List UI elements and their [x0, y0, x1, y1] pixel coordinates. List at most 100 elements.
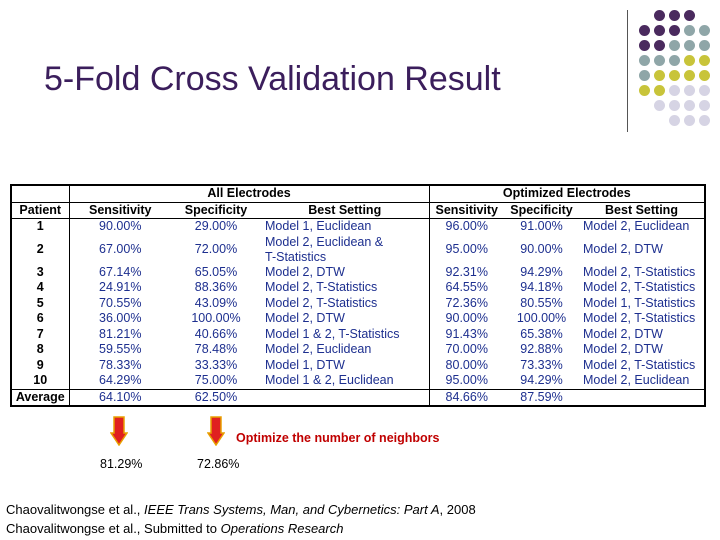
decorative-dot	[639, 40, 650, 51]
decorative-dot	[639, 85, 650, 96]
sensitivity-opt-cell: 64.55%	[445, 280, 488, 295]
best-setting-all-cell: Model 2, T-Statistics	[261, 280, 430, 296]
sensitivity-all-cell: 64.29%	[99, 373, 142, 388]
table-row: 1 90.00% 29.00% Model 1, Euclidean 96.00% 91.…	[11, 218, 705, 235]
patient-cell: 8	[11, 342, 70, 358]
decorative-dot	[684, 40, 695, 51]
specificity-all-cell: 33.33%	[194, 357, 238, 372]
patient-cell: 4	[11, 280, 70, 296]
results-table: All Electrodes Optimized Electrodes Pati…	[10, 184, 706, 407]
optimized-sensitivity-value: 81.29%	[100, 457, 143, 471]
specificity-all-cell: 40.66%	[194, 326, 238, 341]
decorative-dot	[654, 55, 665, 66]
decorative-dot	[669, 10, 680, 21]
specificity-opt-cell: 80.55%	[520, 295, 563, 310]
specificity-all-cell: 78.48%	[194, 342, 238, 357]
column-header-row: Patient Sensitivity Specificity Best Set…	[11, 202, 705, 219]
title-divider	[627, 10, 628, 132]
group-header-row: All Electrodes Optimized Electrodes	[11, 185, 705, 203]
group-all-electrodes: All Electrodes	[69, 185, 430, 203]
decorative-dot	[684, 55, 695, 66]
specificity-opt-cell: 91.00%	[520, 219, 563, 234]
table-row: 6 36.00% 100.00% Model 2, DTW 90.00% 100.00% M…	[11, 311, 705, 327]
decorative-dot	[684, 25, 695, 36]
table-row: 5 70.55% 43.09% Model 2, T-Statistics 72.36%…	[11, 295, 705, 311]
sensitivity-all-cell: 81.21%	[99, 326, 142, 341]
table-row: 3 67.14% 65.05% Model 2, DTW 92.31% 94.29% Mod…	[11, 264, 705, 280]
decorative-dot	[699, 70, 710, 81]
decorative-dot	[699, 85, 710, 96]
decorative-dot	[639, 55, 650, 66]
patient-cell: 3	[11, 264, 70, 280]
best-setting-all-line: Model 1, Euclidean	[265, 219, 372, 234]
col-header-sensitivity-opt: Sensitivity	[429, 202, 504, 219]
decorative-dot	[684, 70, 695, 81]
reference-2: Chaovalitwongse et al., Submitted to Ope…	[6, 521, 343, 536]
specificity-all-cell: 65.05%	[194, 264, 238, 279]
best-setting-opt-cell: Model 2, DTW	[583, 342, 663, 357]
best-setting-all-cell: Model 2, Euclidean & T-Statistics	[261, 234, 430, 265]
decorative-dot	[669, 25, 680, 36]
best-setting-all-cell: Model 1 & 2, Euclidean	[261, 373, 430, 389]
average-sensitivity-all: 64.10%	[69, 388, 171, 406]
best-setting-all-cell: Model 1, DTW	[261, 357, 430, 373]
best-setting-all-cell: Model 2, DTW	[261, 311, 430, 327]
best-setting-all-line: Model 2, DTW	[265, 311, 345, 326]
table-row: 10 64.29% 75.00% Model 1 & 2, Euclidean 95.0…	[11, 373, 705, 389]
down-arrow-icon	[207, 416, 225, 446]
col-header-patient: Patient	[11, 202, 70, 219]
best-setting-all-cell: Model 1 & 2, T-Statistics	[261, 326, 430, 342]
patient-cell: 7	[11, 326, 70, 342]
patient-cell: 9	[11, 357, 70, 373]
best-setting-opt-cell: Model 2, DTW	[583, 242, 663, 256]
sensitivity-opt-cell: 95.00%	[445, 373, 488, 388]
decorative-dot	[669, 70, 680, 81]
patient-cell: 6	[11, 311, 70, 327]
average-specificity-opt: 87.59%	[504, 388, 579, 406]
table-row: 9 78.33% 33.33% Model 1, DTW 80.00% 73.33% Mod…	[11, 357, 705, 373]
col-header-specificity-opt: Specificity	[504, 202, 579, 219]
patient-cell: 5	[11, 295, 70, 311]
patient-cell: 2	[11, 234, 70, 265]
best-setting-opt-cell: Model 2, T-Statistics	[583, 264, 696, 279]
best-setting-all-line: Model 1 & 2, T-Statistics	[265, 326, 400, 341]
average-sensitivity-opt: 84.66%	[429, 388, 504, 406]
best-setting-all-cell: Model 2, T-Statistics	[261, 295, 430, 311]
decorative-dot	[669, 100, 680, 111]
decorative-dot	[669, 55, 680, 66]
ref1-authors: Chaovalitwongse et al.,	[6, 502, 145, 517]
sensitivity-all-cell: 90.00%	[99, 219, 142, 234]
decorative-dot	[654, 70, 665, 81]
sensitivity-opt-cell: 90.00%	[445, 311, 488, 326]
best-setting-all-line: Model 2, Euclidean	[265, 342, 372, 357]
decorative-dot	[639, 25, 650, 36]
slide-title: 5-Fold Cross Validation Result	[44, 60, 501, 98]
optimize-note: Optimize the number of neighbors	[236, 431, 440, 445]
specificity-opt-cell: 73.33%	[520, 357, 563, 372]
sensitivity-opt-cell: 92.31%	[445, 264, 488, 279]
decorative-dot	[654, 25, 665, 36]
col-header-specificity-all: Specificity	[171, 202, 261, 219]
specificity-all-cell: 43.09%	[194, 295, 238, 310]
decorative-dot	[654, 40, 665, 51]
best-setting-all-cell: Model 1, Euclidean	[261, 218, 430, 235]
decorative-dot	[699, 55, 710, 66]
sensitivity-opt-cell: 70.00%	[445, 342, 488, 357]
best-setting-opt-cell: Model 1, T-Statistics	[583, 295, 696, 310]
best-setting-opt-cell: Model 2, T-Statistics	[583, 280, 696, 295]
ref1-journal: IEEE Trans Systems, Man, and Cybernetics…	[144, 502, 440, 517]
ref2-venue: Operations Research	[220, 521, 344, 536]
average-specificity-all: 62.50%	[171, 388, 261, 406]
decorative-dot	[684, 10, 695, 21]
sensitivity-opt-cell: 72.36%	[445, 295, 488, 310]
best-setting-all-line: Model 1 & 2, Euclidean	[265, 373, 394, 388]
patient-cell: 1	[11, 218, 70, 235]
best-setting-opt-cell: Model 2, Euclidean	[583, 219, 690, 234]
decorative-dot	[654, 100, 665, 111]
specificity-opt-cell: 94.29%	[520, 264, 563, 279]
specificity-all-cell: 75.00%	[194, 373, 238, 388]
best-setting-opt-cell: Model 2, T-Statistics	[583, 357, 696, 372]
specificity-all-cell: 72.00%	[194, 242, 238, 256]
specificity-all-cell: 29.00%	[194, 219, 238, 234]
best-setting-all-cell: Model 2, Euclidean	[261, 342, 430, 358]
